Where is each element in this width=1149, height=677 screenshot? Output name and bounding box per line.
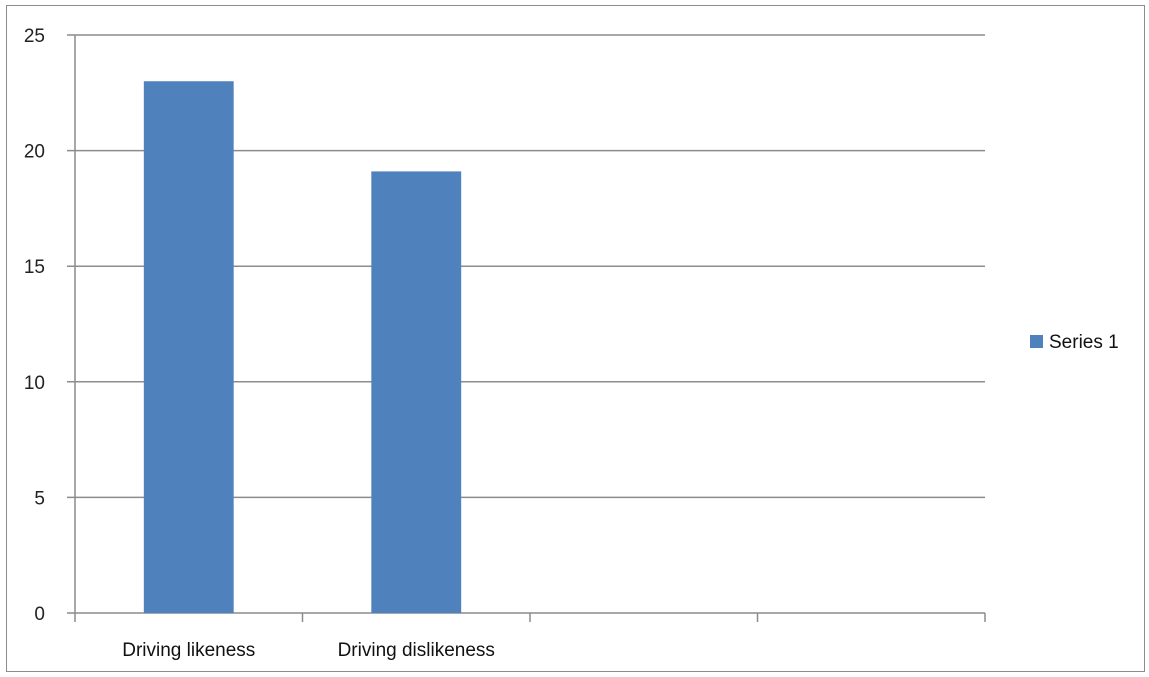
x-category-labels: Driving likeness Driving dislikeness: [122, 640, 495, 661]
y-tick-labels: 0 5 10 15 20 25: [24, 26, 45, 625]
y-tick-label: 15: [24, 257, 45, 278]
y-tick-label: 5: [34, 488, 45, 509]
axes: [74, 35, 986, 622]
y-tick-label: 20: [24, 142, 45, 163]
bar-driving-dislikeness: [371, 171, 462, 613]
bars: [143, 81, 462, 614]
y-tick-label: 0: [34, 604, 45, 625]
legend: Series 1: [1030, 332, 1119, 353]
legend-label-series-1: Series 1: [1049, 332, 1119, 353]
x-category-label: Driving dislikeness: [338, 640, 495, 661]
y-tick-label: 10: [24, 373, 45, 394]
legend-swatch-series-1: [1030, 335, 1043, 348]
y-tick-label: 25: [24, 26, 45, 47]
bar-driving-likeness: [143, 81, 234, 614]
x-category-label: Driving likeness: [122, 640, 255, 661]
